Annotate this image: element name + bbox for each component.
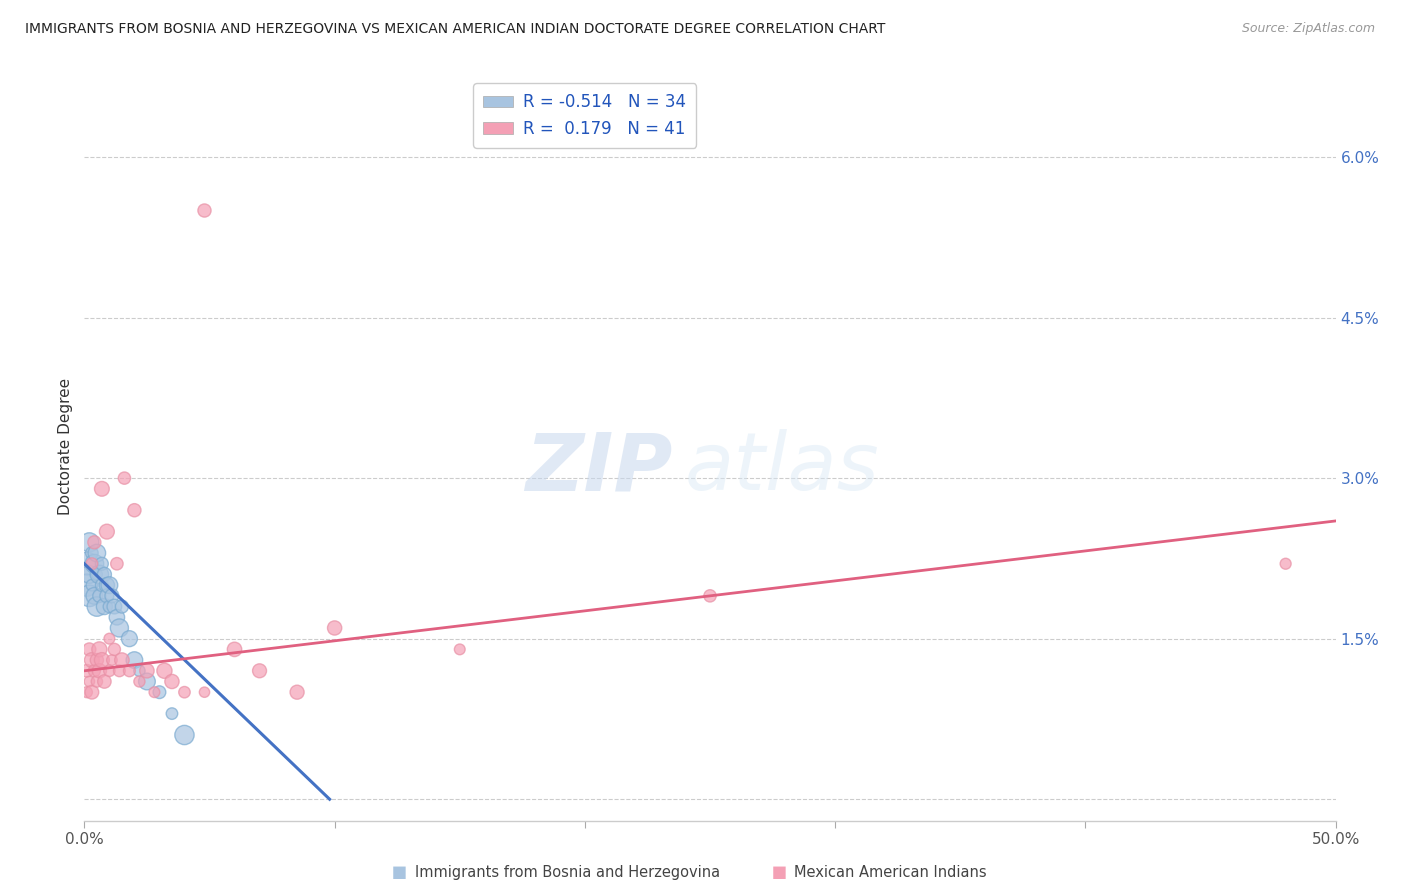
Point	[98, 599, 121, 614]
Point	[83, 664, 105, 678]
Point	[112, 471, 135, 485]
Point	[79, 589, 101, 603]
Point	[173, 728, 195, 742]
Point	[699, 589, 721, 603]
Point	[89, 642, 111, 657]
Point	[96, 524, 118, 539]
Point	[89, 589, 111, 603]
Point	[79, 674, 101, 689]
Point	[86, 653, 108, 667]
Point	[323, 621, 346, 635]
Text: IMMIGRANTS FROM BOSNIA AND HERZEGOVINA VS MEXICAN AMERICAN INDIAN DOCTORATE DEGR: IMMIGRANTS FROM BOSNIA AND HERZEGOVINA V…	[25, 22, 886, 37]
Point	[103, 642, 125, 657]
Point	[86, 567, 108, 582]
Point	[148, 685, 170, 699]
Legend: R = -0.514   N = 34, R =  0.179   N = 41: R = -0.514 N = 34, R = 0.179 N = 41	[474, 84, 696, 148]
Text: ▪: ▪	[770, 861, 787, 884]
Point	[124, 503, 146, 517]
Point	[108, 621, 131, 635]
Point	[80, 653, 103, 667]
Point	[86, 674, 108, 689]
Point	[90, 578, 112, 592]
Point	[76, 685, 98, 699]
Point	[79, 535, 101, 549]
Point	[111, 653, 134, 667]
Point	[118, 664, 141, 678]
Point	[285, 685, 308, 699]
Point	[90, 557, 112, 571]
Point	[124, 653, 146, 667]
Point	[160, 674, 183, 689]
Point	[136, 674, 159, 689]
Point	[118, 632, 141, 646]
Point	[103, 599, 125, 614]
Point	[153, 664, 176, 678]
Point	[76, 664, 98, 678]
Point	[136, 664, 159, 678]
Point	[449, 642, 471, 657]
Point	[96, 589, 118, 603]
Point	[76, 557, 98, 571]
Point	[76, 578, 98, 592]
Point	[143, 685, 166, 699]
Point	[193, 203, 215, 218]
Text: ZIP: ZIP	[524, 429, 672, 508]
Point	[128, 664, 150, 678]
Point	[105, 610, 128, 624]
Point	[80, 557, 103, 571]
Point	[83, 557, 105, 571]
Text: Source: ZipAtlas.com: Source: ZipAtlas.com	[1241, 22, 1375, 36]
Point	[173, 685, 195, 699]
Point	[89, 567, 111, 582]
Point	[111, 599, 134, 614]
Point	[224, 642, 246, 657]
Text: atlas: atlas	[685, 429, 880, 508]
Point	[98, 632, 121, 646]
Y-axis label: Doctorate Degree: Doctorate Degree	[58, 377, 73, 515]
Text: Mexican American Indians: Mexican American Indians	[794, 865, 987, 880]
Point	[90, 482, 112, 496]
Point	[83, 535, 105, 549]
Point	[93, 567, 115, 582]
Point	[1274, 557, 1296, 571]
Point	[128, 674, 150, 689]
Point	[93, 599, 115, 614]
Point	[249, 664, 271, 678]
Point	[105, 557, 128, 571]
Point	[79, 642, 101, 657]
Point	[98, 664, 121, 678]
Point	[86, 599, 108, 614]
Text: Immigrants from Bosnia and Herzegovina: Immigrants from Bosnia and Herzegovina	[415, 865, 720, 880]
Point	[89, 664, 111, 678]
Point	[193, 685, 215, 699]
Point	[93, 674, 115, 689]
Point	[160, 706, 183, 721]
Point	[96, 578, 118, 592]
Text: ▪: ▪	[391, 861, 408, 884]
Point	[101, 653, 124, 667]
Point	[90, 653, 112, 667]
Point	[101, 589, 124, 603]
Point	[98, 578, 121, 592]
Point	[80, 685, 103, 699]
Point	[83, 589, 105, 603]
Point	[86, 546, 108, 560]
Point	[80, 578, 103, 592]
Point	[108, 664, 131, 678]
Point	[79, 567, 101, 582]
Point	[80, 546, 103, 560]
